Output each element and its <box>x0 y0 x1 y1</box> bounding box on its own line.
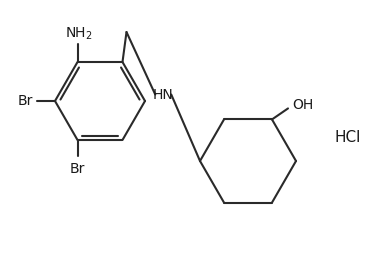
Text: Br: Br <box>70 162 85 176</box>
Text: HN: HN <box>153 88 174 102</box>
Text: OH: OH <box>292 98 313 112</box>
Text: HCl: HCl <box>335 131 361 145</box>
Text: NH$_2$: NH$_2$ <box>65 26 93 42</box>
Text: Br: Br <box>18 94 33 108</box>
